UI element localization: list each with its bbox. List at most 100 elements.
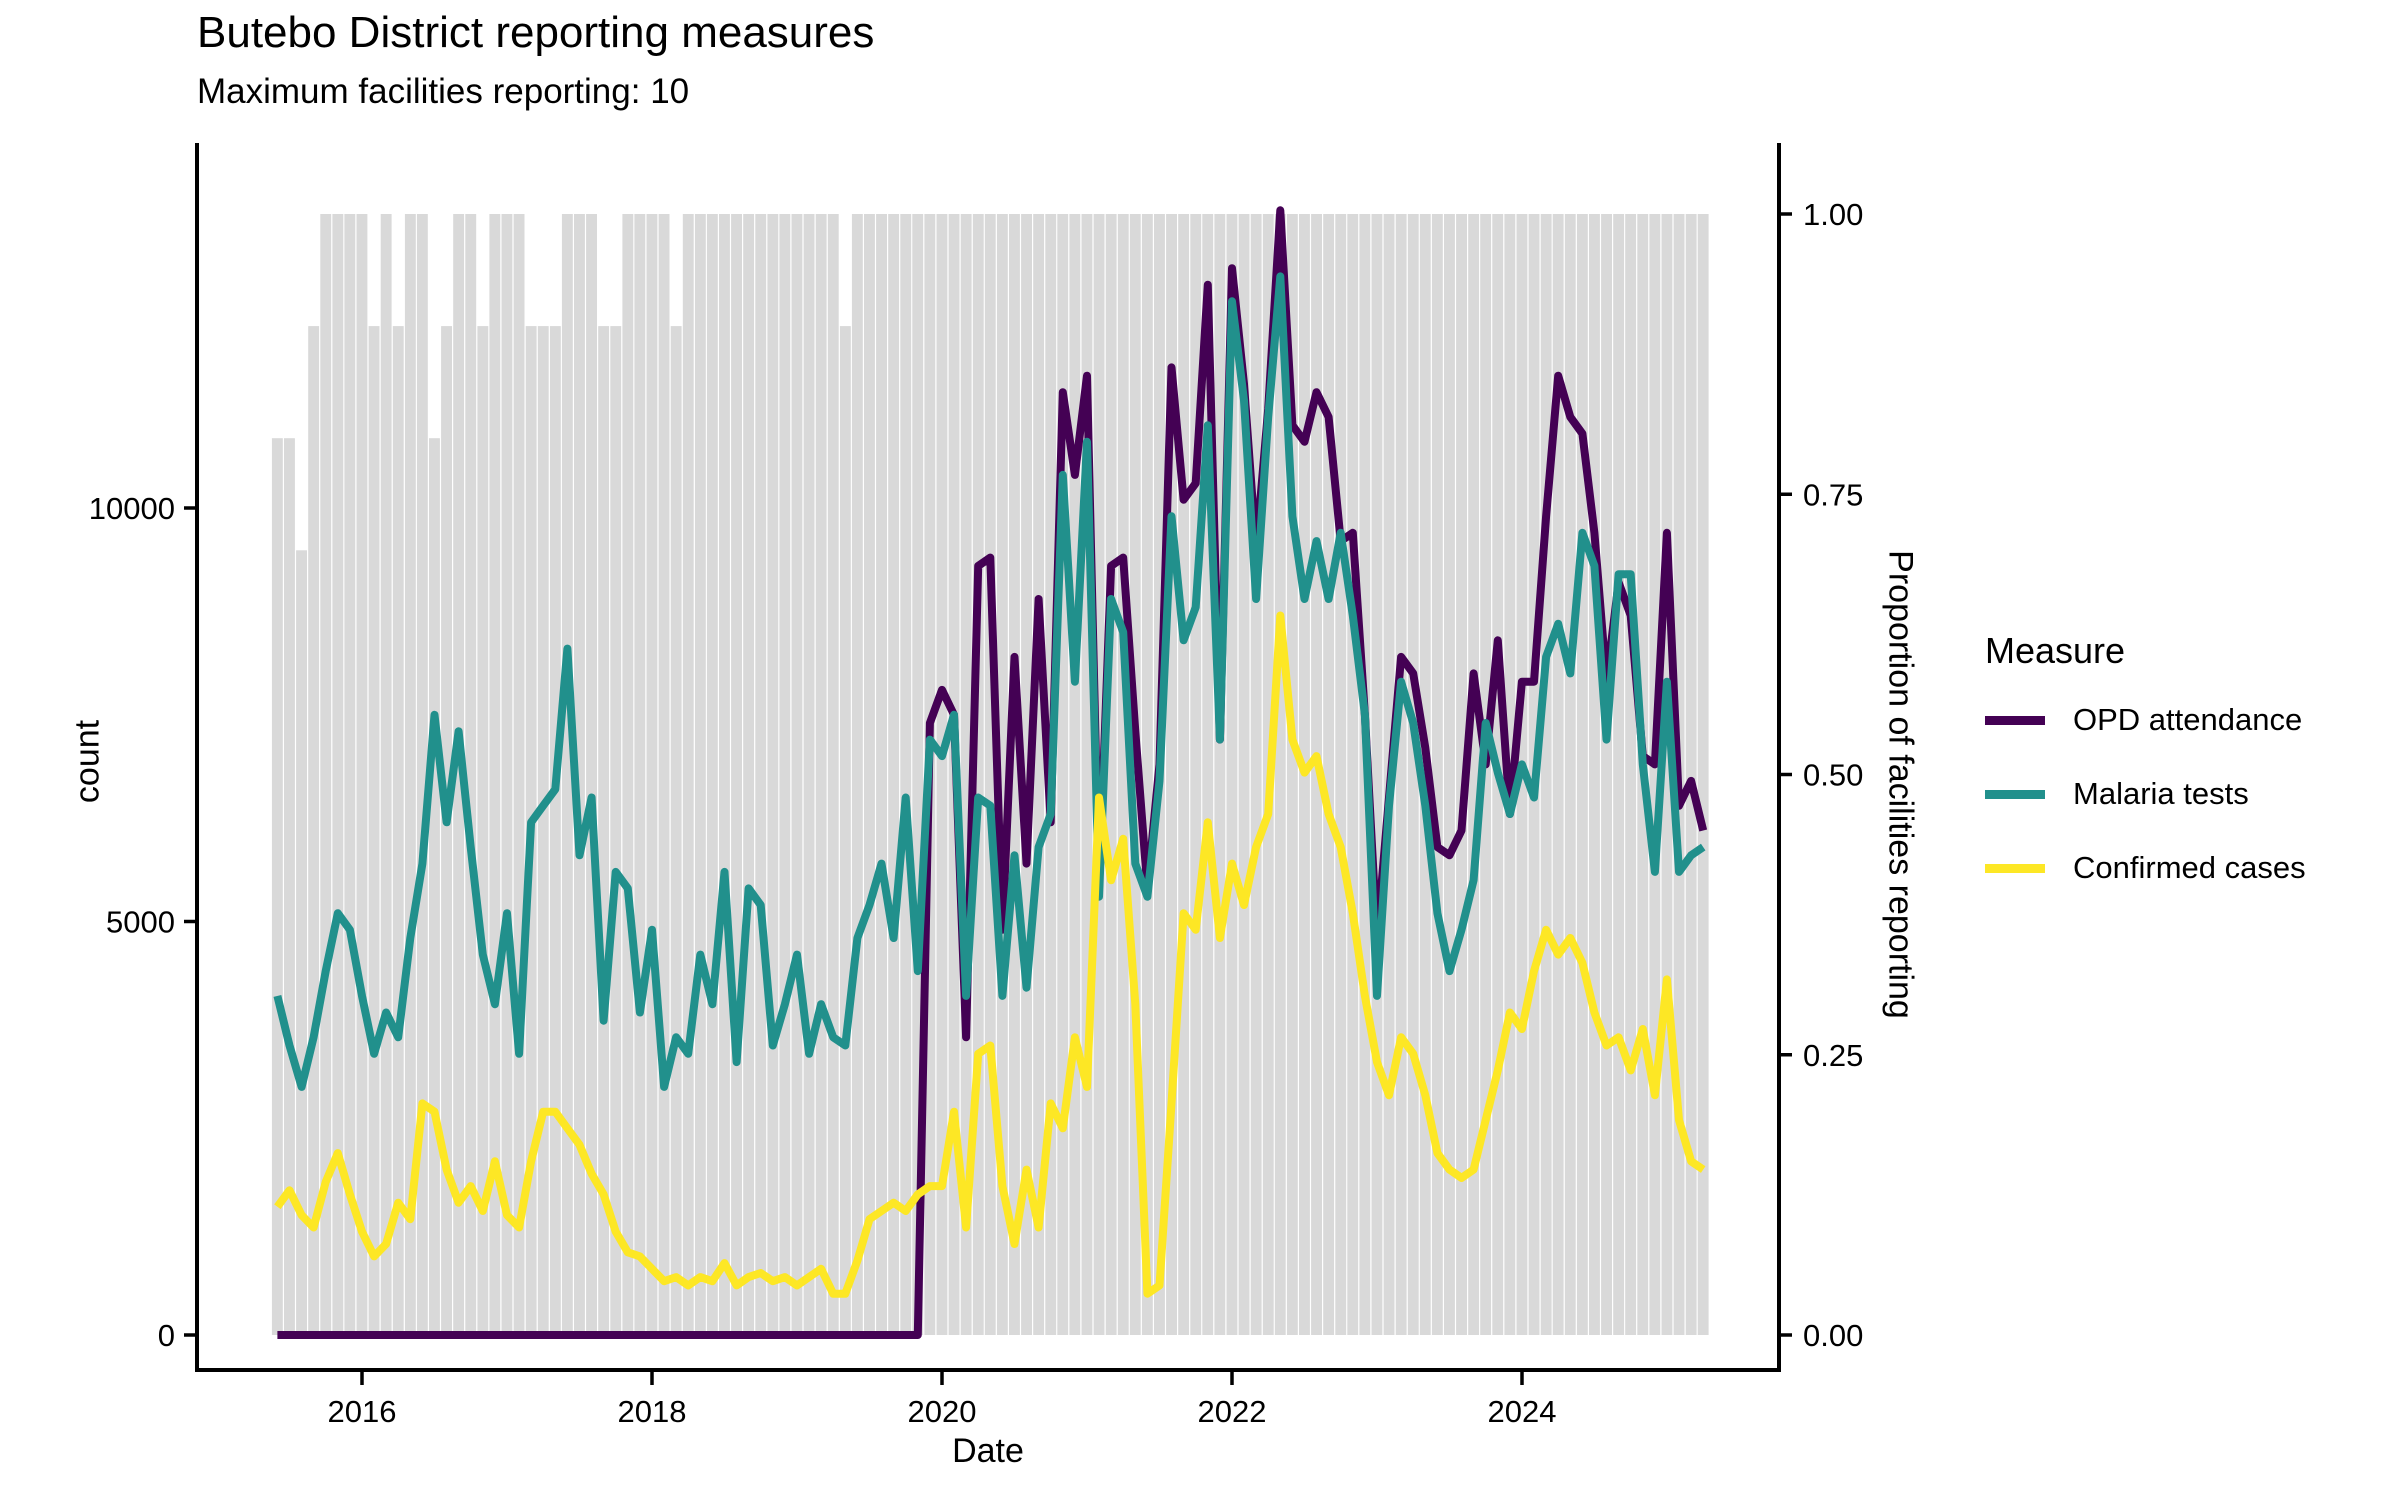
facility-reporting-bar [356, 214, 368, 1335]
confirmed-cases-line [274, 611, 1706, 1298]
facility-reporting-bar [682, 214, 694, 1335]
facility-reporting-bar [1613, 214, 1625, 1335]
facility-reporting-bar [574, 214, 585, 1335]
facility-reporting-bar [1649, 214, 1661, 1335]
facility-reporting-bar [1661, 214, 1673, 1335]
facility-reporting-bar [779, 214, 791, 1335]
facility-reporting-bar [465, 214, 477, 1335]
facility-reporting-bar [1178, 214, 1190, 1335]
facility-reporting-bar [936, 214, 948, 1335]
facility-reporting-bar [441, 326, 452, 1336]
facility-reporting-bar [670, 326, 682, 1336]
facility-reporting-bar [308, 326, 320, 1336]
facility-reporting-bar [900, 214, 912, 1335]
facility-reporting-bar [1226, 214, 1238, 1335]
facility-reporting-bar [658, 214, 670, 1335]
facility-reporting-bar [1009, 214, 1020, 1335]
facility-reporting-bar [1552, 214, 1564, 1335]
facility-reporting-bar [1323, 214, 1335, 1335]
facility-reporting-bar [864, 214, 875, 1335]
facility-reporting-bar [1468, 214, 1480, 1335]
malaria-tests-line [273, 272, 1706, 1091]
facility-reporting-bar [731, 214, 742, 1335]
facility-reporting-bar [972, 214, 984, 1335]
chart-title: Butebo District reporting measures [197, 8, 875, 57]
facility-reporting-bar [634, 214, 646, 1335]
legend-item-malaria-tests: Malaria tests [1985, 774, 2306, 814]
facility-reporting-bar [537, 326, 549, 1336]
facility-reporting-bar [1202, 214, 1214, 1335]
facility-reporting-bar [296, 550, 307, 1335]
facility-reporting-bar [1166, 214, 1177, 1335]
facility-reporting-bar [743, 214, 755, 1335]
chart-subtitle: Maximum facilities reporting: 10 [197, 72, 690, 111]
facility-reporting-bar [827, 214, 839, 1335]
y-tick-label: 10000 [89, 491, 175, 526]
facility-reporting-bar [332, 214, 344, 1335]
facility-reporting-bar [1431, 214, 1443, 1335]
facility-reporting-bar [815, 214, 827, 1335]
facility-reporting-bar [1214, 214, 1226, 1335]
facility-reporting-bar [320, 214, 332, 1335]
y-tick-label: 5000 [106, 905, 175, 940]
facility-reporting-bar [1576, 214, 1588, 1335]
facility-reporting-bar [755, 214, 767, 1335]
facility-reporting-bar [368, 326, 380, 1336]
facility-reporting-bar [622, 214, 634, 1335]
facility-reporting-bar [404, 214, 416, 1335]
facility-reporting-bar [1190, 214, 1202, 1335]
facility-reporting-bar [984, 214, 996, 1335]
facility-reporting-bar [1601, 214, 1612, 1335]
facility-reporting-bar [803, 214, 815, 1335]
facility-reporting-bar [1069, 214, 1081, 1335]
facility-reporting-bar [429, 438, 440, 1335]
opd-attendance-line [277, 206, 1708, 1339]
y2-tick-label: 0.25 [1803, 1038, 1863, 1073]
facility-reporting-bar [719, 214, 730, 1335]
facility-reporting-bar [1057, 214, 1069, 1335]
facility-reporting-bar [996, 214, 1008, 1335]
legend-title: Measure [1985, 630, 2126, 671]
facility-reporting-bar [453, 214, 465, 1335]
facility-reporting-bar [416, 214, 428, 1335]
legend-swatch-line [1985, 789, 2045, 799]
facility-reporting-bar [1021, 214, 1032, 1335]
y-axis-title-proportion: Proportion of facilities reporting [1881, 550, 1920, 1019]
facility-reporting-bar [767, 214, 779, 1335]
facility-reporting-bar [489, 214, 501, 1335]
facility-reporting-bar [1238, 214, 1250, 1335]
legend-item-opd-attendance: OPD attendance [1985, 700, 2306, 740]
x-tick-label: 2022 [1198, 1394, 1267, 1429]
facility-reporting-bar [1625, 214, 1637, 1335]
x-axis-title: Date [952, 1432, 1024, 1470]
legend-item-label: OPD attendance [2073, 702, 2303, 737]
y2-tick-label: 0.00 [1803, 1318, 1863, 1353]
facility-reporting-bar [1335, 214, 1347, 1335]
facility-reporting-bar [549, 326, 561, 1336]
facility-reporting-bar [1371, 214, 1383, 1335]
legend-item-confirmed-cases: Confirmed cases [1985, 848, 2306, 888]
facility-reporting-bar [1395, 214, 1407, 1335]
facility-reporting-bar [694, 214, 706, 1335]
facility-reporting-bar [513, 214, 525, 1335]
x-tick-label: 2016 [328, 1394, 397, 1429]
facility-reporting-bar [501, 214, 513, 1335]
facility-reporting-bar [791, 214, 803, 1335]
facility-reporting-bar [1105, 214, 1117, 1335]
legend-swatch-line [1985, 863, 2045, 873]
facility-reporting-bar [1274, 214, 1286, 1335]
facility-reporting-bar [380, 214, 392, 1335]
facility-reporting-bar [561, 214, 573, 1335]
facility-reporting-bar [271, 438, 283, 1335]
y2-tick-label: 1.00 [1803, 197, 1863, 232]
facility-reporting-bar [610, 326, 622, 1336]
facility-reporting-bar [1081, 214, 1093, 1335]
legend-item-label: Confirmed cases [2073, 850, 2306, 885]
facility-reporting-bar [1564, 214, 1576, 1335]
facility-reporting-bar [1407, 214, 1419, 1335]
facility-reporting-bar [960, 214, 972, 1335]
facility-reporting-bar [392, 326, 404, 1336]
facility-reporting-bar [586, 214, 597, 1335]
x-tick-label: 2024 [1488, 1394, 1557, 1429]
